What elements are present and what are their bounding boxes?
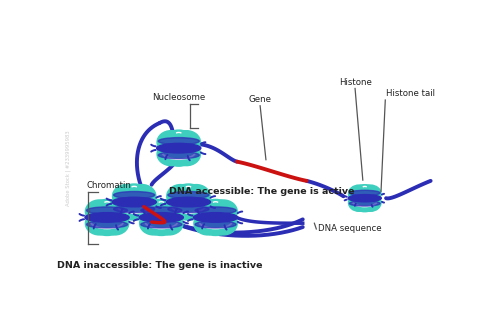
Ellipse shape [140, 200, 168, 223]
Ellipse shape [114, 184, 154, 220]
Ellipse shape [348, 194, 370, 211]
Text: Histone: Histone [338, 78, 372, 87]
Ellipse shape [158, 138, 200, 145]
Ellipse shape [167, 184, 194, 208]
Ellipse shape [168, 205, 209, 212]
Ellipse shape [140, 212, 168, 235]
Ellipse shape [168, 184, 209, 220]
Ellipse shape [101, 200, 128, 223]
Ellipse shape [194, 212, 222, 235]
Ellipse shape [360, 194, 381, 211]
Ellipse shape [86, 199, 128, 235]
Ellipse shape [101, 212, 128, 235]
Ellipse shape [112, 184, 140, 208]
Ellipse shape [86, 200, 113, 223]
Ellipse shape [128, 196, 156, 219]
Ellipse shape [158, 130, 200, 166]
Ellipse shape [350, 185, 380, 212]
Text: Histone tail: Histone tail [386, 89, 435, 98]
Ellipse shape [157, 143, 185, 166]
Ellipse shape [350, 201, 380, 206]
Ellipse shape [141, 221, 182, 228]
Ellipse shape [348, 185, 370, 202]
Ellipse shape [195, 207, 236, 214]
Ellipse shape [141, 207, 182, 214]
Ellipse shape [167, 196, 194, 219]
Ellipse shape [156, 200, 183, 223]
Ellipse shape [166, 197, 210, 207]
Text: Adobe Stock | #2339995983: Adobe Stock | #2339995983 [65, 130, 70, 206]
Ellipse shape [128, 184, 156, 208]
Text: Gene: Gene [248, 95, 272, 104]
Ellipse shape [156, 143, 201, 153]
Text: DNA sequence: DNA sequence [318, 224, 382, 233]
Ellipse shape [112, 197, 156, 207]
Ellipse shape [86, 221, 128, 228]
Ellipse shape [194, 213, 238, 222]
Text: DNA accessible: The gene is active: DNA accessible: The gene is active [170, 186, 355, 196]
Ellipse shape [158, 152, 200, 159]
Ellipse shape [156, 212, 183, 235]
Ellipse shape [195, 199, 236, 235]
Ellipse shape [114, 205, 154, 212]
Ellipse shape [182, 184, 210, 208]
Ellipse shape [139, 213, 184, 222]
Ellipse shape [210, 212, 237, 235]
Ellipse shape [194, 200, 222, 223]
Text: Nucleosome: Nucleosome [152, 93, 206, 102]
Ellipse shape [210, 200, 237, 223]
Text: Chromatin: Chromatin [86, 181, 132, 190]
Ellipse shape [157, 131, 185, 154]
Ellipse shape [195, 221, 236, 228]
Ellipse shape [112, 196, 140, 219]
Ellipse shape [360, 185, 381, 202]
Ellipse shape [168, 191, 209, 198]
Ellipse shape [172, 131, 201, 154]
Ellipse shape [86, 212, 113, 235]
Ellipse shape [348, 194, 382, 202]
Ellipse shape [182, 196, 210, 219]
Ellipse shape [85, 213, 129, 222]
Ellipse shape [141, 199, 182, 235]
Ellipse shape [350, 190, 380, 195]
Text: DNA inaccessible: The gene is inactive: DNA inaccessible: The gene is inactive [56, 261, 262, 270]
Ellipse shape [86, 207, 128, 214]
Ellipse shape [114, 191, 154, 198]
Ellipse shape [172, 143, 201, 166]
